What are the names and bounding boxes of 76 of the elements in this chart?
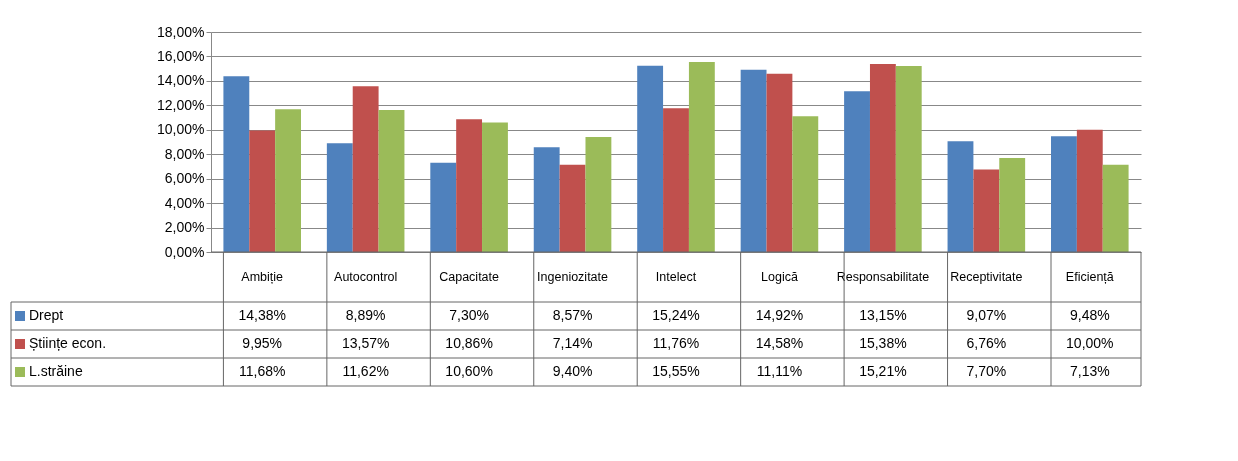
y-tick-label: 14,00% [157,72,205,89]
x-tick-label: Eficiență [1065,270,1114,284]
x-tick-label: Ingeniozitate [537,270,609,284]
bar [792,116,819,252]
legend-label: L.străine [29,363,83,379]
bar [895,66,922,252]
bar [378,109,405,252]
data-label: 7,13% [1069,363,1110,379]
bar [456,119,483,252]
data-label: 15,21% [859,363,907,379]
data-label: 15,24% [652,307,700,323]
bar [740,69,767,252]
data-label: 13,15% [859,307,907,323]
x-tick-label: Capacitate [439,270,500,284]
bar [482,122,508,252]
data-label: 10,86% [445,335,493,351]
bar [999,157,1026,252]
data-label: 9,40% [552,363,593,379]
legend-label: Științe econ. [29,335,107,351]
data-label: 9,48% [1069,307,1110,323]
y-tick-label: 8,00% [164,145,205,162]
y-tick-label: 2,00% [164,219,205,236]
bar [559,164,586,252]
data-label: 7,14% [552,335,593,351]
bar [223,76,250,252]
legend-label: Drept [29,307,64,323]
bar [688,61,715,252]
bar [1102,164,1129,252]
x-tick-label: Ambiție [241,270,284,284]
bar [663,108,689,252]
data-label: 14,38% [238,307,286,323]
x-tick-label: Logică [761,270,798,284]
data-label: 10,60% [445,363,493,379]
data-label: 11,76% [652,335,700,351]
bar [275,109,301,252]
y-tick-label: 12,00% [157,96,205,113]
bar [533,147,560,252]
data-label: 14,92% [755,307,804,323]
data-label: 10,00% [1066,335,1114,351]
bar [352,86,379,252]
y-tick-label: 10,00% [157,121,205,138]
data-label: 14,58% [755,335,804,351]
data-label: 6,76% [966,335,1007,351]
y-tick-label: 6,00% [164,170,205,187]
bar [326,143,353,252]
bar [844,91,870,252]
data-label: 9,95% [242,335,283,351]
data-label: 11,11% [756,363,803,379]
y-tick-label: 18,00% [157,23,205,40]
bar [637,65,664,252]
data-label: 8,89% [345,307,386,323]
bar [973,169,1000,252]
data-label: 15,55% [652,363,700,379]
x-tick-label: Receptivitate [950,270,1023,284]
data-label: 11,68% [238,363,286,379]
data-label: 9,07% [966,307,1007,323]
data-label: 8,57% [552,307,593,323]
bar [1076,129,1103,252]
bar [249,130,276,252]
bar [869,64,896,252]
bar [947,141,974,252]
bar [766,73,793,252]
data-label: 7,30% [449,307,489,323]
y-tick-label: 4,00% [164,194,205,211]
x-tick-label: Intelect [655,270,697,284]
bar [585,137,612,252]
bar [1051,136,1077,252]
data-label: 15,38% [859,335,907,351]
x-tick-label: Autocontrol [334,270,398,284]
data-label: 11,62% [342,363,389,379]
bar [430,162,457,252]
data-label: 7,70% [966,363,1007,379]
y-tick-label: 16,00% [157,47,205,64]
data-label: 13,57% [341,335,390,351]
x-tick-label: Responsabilitate [836,270,930,284]
y-tick-label: 0,00% [164,243,205,260]
